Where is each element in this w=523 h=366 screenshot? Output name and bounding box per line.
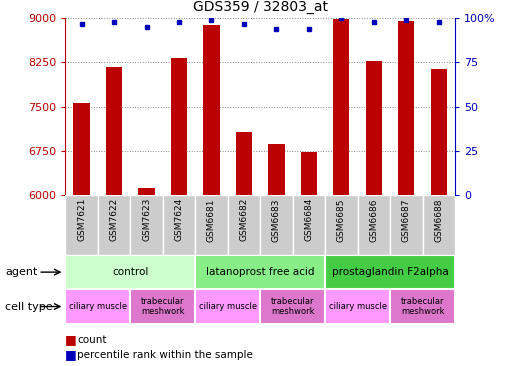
Bar [260,289,325,324]
Text: agent: agent [5,267,38,277]
Bar [139,188,155,195]
Bar [98,195,130,255]
Text: ciliary muscle: ciliary muscle [69,302,127,311]
Text: ciliary muscle: ciliary muscle [328,302,386,311]
Bar [325,255,455,289]
Bar [163,195,195,255]
Text: GSM6686: GSM6686 [369,198,378,242]
Bar [333,19,349,195]
Text: cell type: cell type [5,302,53,311]
Bar [236,132,252,195]
Bar [430,69,447,195]
Text: trabecular
meshwork: trabecular meshwork [141,297,185,316]
Bar [65,289,130,324]
Bar [390,195,423,255]
Bar [130,289,195,324]
Text: GSM6687: GSM6687 [402,198,411,242]
Bar [130,195,163,255]
Bar [293,195,325,255]
Text: GSM6688: GSM6688 [434,198,444,242]
Bar [325,195,358,255]
Text: latanoprost free acid: latanoprost free acid [206,267,314,277]
Text: ciliary muscle: ciliary muscle [199,302,257,311]
Text: ■: ■ [65,348,77,362]
Bar [268,144,285,195]
Bar [203,25,220,195]
Bar [65,195,98,255]
Bar [301,152,317,195]
Bar [260,195,293,255]
Bar [325,289,390,324]
Bar [195,195,228,255]
Bar [358,195,390,255]
Bar [106,67,122,195]
Text: ■: ■ [65,333,77,346]
Bar [390,289,455,324]
Text: trabecular
meshwork: trabecular meshwork [271,297,314,316]
Bar [366,61,382,195]
Text: control: control [112,267,149,277]
Text: GSM6684: GSM6684 [304,198,313,242]
Bar [398,20,414,195]
Text: GSM6683: GSM6683 [272,198,281,242]
Bar [195,255,325,289]
Text: percentile rank within the sample: percentile rank within the sample [77,350,253,360]
Bar [171,58,187,195]
Bar [228,195,260,255]
Bar [65,255,195,289]
Text: GSM7622: GSM7622 [110,198,119,241]
Text: GSM7623: GSM7623 [142,198,151,242]
Text: GSM6682: GSM6682 [240,198,248,242]
Text: count: count [77,335,107,345]
Text: trabecular
meshwork: trabecular meshwork [401,297,445,316]
Text: GSM7624: GSM7624 [175,198,184,241]
Bar [423,195,455,255]
Text: GSM6681: GSM6681 [207,198,216,242]
Title: GDS359 / 32803_at: GDS359 / 32803_at [192,0,328,15]
Bar [195,289,260,324]
Bar [74,102,90,195]
Text: prostaglandin F2alpha: prostaglandin F2alpha [332,267,448,277]
Text: GSM7621: GSM7621 [77,198,86,242]
Text: GSM6685: GSM6685 [337,198,346,242]
